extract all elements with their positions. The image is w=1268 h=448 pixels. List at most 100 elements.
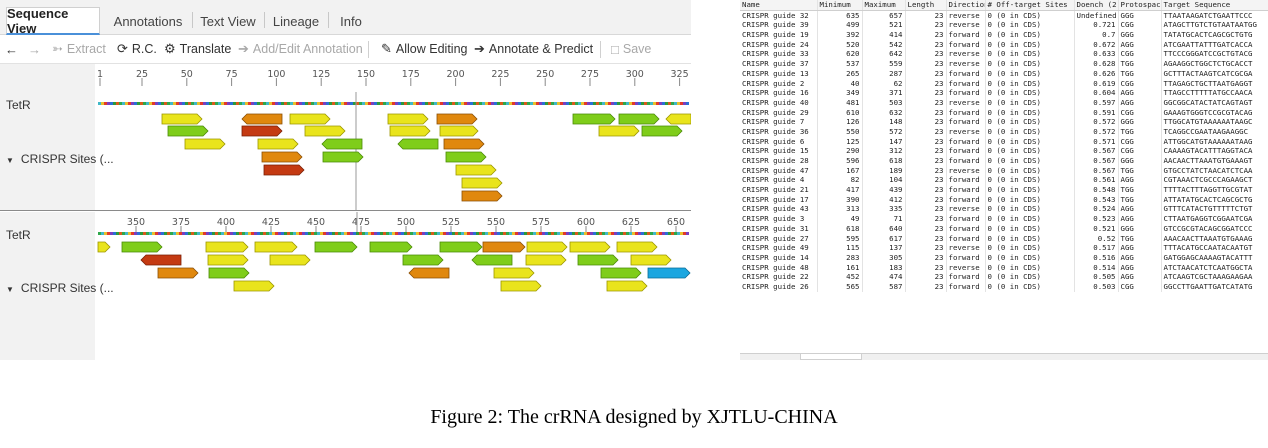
extract-button[interactable]: ➳ Extract — [52, 41, 106, 56]
crispr-site-annotation[interactable] — [647, 267, 691, 279]
crispr-site-annotation[interactable] — [569, 241, 611, 253]
crispr-site-annotation[interactable] — [321, 138, 363, 150]
crispr-site-annotation[interactable] — [387, 113, 429, 125]
crispr-site-annotation[interactable] — [140, 254, 182, 266]
crispr-site-annotation[interactable] — [167, 125, 209, 137]
tab-lineage[interactable]: Lineage — [272, 14, 320, 29]
table-row[interactable]: CRISPR guide 24 520 542 23 forward 0 (0 in CD… — [740, 39, 1268, 50]
column-header[interactable]: Protospacer — [1118, 0, 1162, 11]
crispr-site-annotation[interactable] — [525, 254, 567, 266]
column-header[interactable]: Doench (2( — [1074, 0, 1119, 11]
crispr-site-annotation[interactable] — [616, 241, 658, 253]
allow-editing-button[interactable]: ✎ Allow Editing — [381, 41, 468, 56]
column-header[interactable]: Target Sequence — [1161, 0, 1268, 11]
column-header[interactable]: Direction — [946, 0, 986, 11]
back-arrow-icon[interactable]: ← — [5, 41, 18, 57]
crispr-site-annotation[interactable] — [461, 190, 503, 202]
table-row[interactable]: CRISPR guide 2 40 62 23 forward 0 (0 in CDS) 0… — [740, 78, 1268, 89]
crispr-site-annotation[interactable] — [269, 254, 311, 266]
table-row[interactable]: CRISPR guide 27 595 617 23 forward 0 (0 in CD… — [740, 233, 1268, 244]
crispr-site-annotation[interactable] — [184, 138, 226, 150]
crispr-site-annotation[interactable] — [205, 241, 249, 253]
reverse-complement-button[interactable]: ⟳ R.C. — [117, 41, 157, 56]
tab-info[interactable]: Info — [340, 14, 362, 29]
crispr-site-annotation[interactable] — [600, 267, 642, 279]
crispr-site-annotation[interactable] — [289, 113, 331, 125]
table-row[interactable]: CRISPR guide 43 313 335 23 reverse 0 (0 in CD… — [740, 204, 1268, 215]
table-row[interactable]: CRISPR guide 28 596 618 23 forward 0 (0 in CD… — [740, 156, 1268, 166]
table-row[interactable]: CRISPR guide 13 265 287 23 forward 0 (0 in CD… — [740, 68, 1268, 79]
table-row[interactable]: CRISPR guide 15 290 312 23 forward 0 (0 in CD… — [740, 146, 1268, 156]
crispr-site-annotation[interactable] — [641, 125, 683, 137]
crispr-site-annotation[interactable] — [408, 267, 450, 279]
crispr-site-annotation[interactable] — [500, 280, 542, 292]
crispr-site-annotation[interactable] — [233, 280, 275, 292]
crispr-site-annotation[interactable] — [241, 125, 283, 137]
table-row[interactable]: CRISPR guide 31 618 640 23 forward 0 (0 in CD… — [740, 223, 1268, 234]
crispr-site-annotation[interactable] — [397, 138, 439, 150]
crispr-site-annotation[interactable] — [572, 113, 616, 125]
crispr-site-annotation[interactable] — [322, 151, 364, 163]
table-row[interactable]: CRISPR guide 22 452 474 23 forward 0 (0 in CD… — [740, 272, 1268, 282]
crispr-site-annotation[interactable] — [439, 241, 483, 253]
crispr-site-annotation[interactable] — [598, 125, 640, 137]
crispr-site-annotation[interactable] — [439, 125, 479, 137]
table-row[interactable]: CRISPR guide 4 82 104 23 forward 0 (0 in CDS)… — [740, 175, 1268, 186]
crispr-site-annotation[interactable] — [665, 113, 691, 125]
crispr-site-annotation[interactable] — [482, 241, 526, 253]
crispr-site-annotation[interactable] — [161, 113, 203, 125]
crispr-site-annotation[interactable] — [461, 177, 503, 189]
crispr-site-annotation[interactable] — [241, 113, 283, 125]
table-row[interactable]: CRISPR guide 19 392 414 23 forward 0 (0 in CD… — [740, 30, 1268, 40]
crispr-site-annotation[interactable] — [389, 125, 431, 137]
table-row[interactable]: CRISPR guide 37 537 559 23 reverse 0 (0 in CD… — [740, 59, 1268, 69]
column-header[interactable]: Length — [905, 0, 947, 11]
save-button[interactable]: □ Save — [611, 41, 652, 57]
crispr-site-annotation[interactable] — [526, 241, 568, 253]
crispr-site-annotation[interactable] — [208, 267, 250, 279]
crispr-site-annotation[interactable] — [261, 151, 303, 163]
table-row[interactable]: CRISPR guide 21 417 439 23 forward 0 (0 in CD… — [740, 185, 1268, 195]
table-row[interactable]: CRISPR guide 16 349 371 23 forward 0 (0 in CD… — [740, 88, 1268, 98]
table-row[interactable]: CRISPR guide 32 635 657 23 reverse 0 (0 in CD… — [740, 10, 1268, 21]
crispr-site-annotation[interactable] — [471, 254, 513, 266]
table-row[interactable]: CRISPR guide 49 115 137 23 reverse 0 (0 in CD… — [740, 243, 1268, 253]
table-row[interactable]: CRISPR guide 40 481 503 23 reverse 0 (0 in CD… — [740, 97, 1268, 108]
crispr-site-annotation[interactable] — [618, 113, 660, 125]
crispr-site-annotation[interactable] — [606, 280, 648, 292]
table-row[interactable]: CRISPR guide 3 49 71 23 forward 0 (0 in CDS) 0… — [740, 214, 1268, 224]
crispr-site-annotation[interactable] — [369, 241, 413, 253]
crispr-site-annotation[interactable] — [254, 241, 298, 253]
tab-sequence-view[interactable]: Sequence View — [6, 6, 100, 36]
table-row[interactable]: CRISPR guide 7 126 148 23 forward 0 (0 in CDS… — [740, 117, 1268, 127]
crispr-site-annotation[interactable] — [445, 151, 487, 163]
table-tab[interactable] — [800, 354, 862, 360]
crispr-site-annotation[interactable] — [314, 241, 358, 253]
table-row[interactable]: CRISPR guide 36 550 572 23 reverse 0 (0 in CD… — [740, 126, 1268, 137]
sequence-map[interactable]: 1 25 50 75 100 125 150 175 200 225 250 275 300 325350… — [0, 0, 691, 360]
column-header[interactable]: # Off-target Sites — [985, 0, 1075, 11]
table-row[interactable]: CRISPR guide 39 499 521 23 reverse 0 (0 in CD… — [740, 20, 1268, 31]
crispr-site-annotation[interactable] — [304, 125, 346, 137]
add-edit-annotation-button[interactable]: ➔ Add/Edit Annotation — [238, 41, 363, 56]
crispr-site-annotation[interactable] — [402, 254, 444, 266]
forward-arrow-icon[interactable]: → — [28, 41, 41, 57]
table-row[interactable]: CRISPR guide 17 390 412 23 forward 0 (0 in CD… — [740, 194, 1268, 205]
table-row[interactable]: CRISPR guide 6 125 147 23 forward 0 (0 in CDS… — [740, 136, 1268, 147]
crispr-site-annotation[interactable] — [263, 164, 305, 176]
translate-button[interactable]: ⚙ Translate — [164, 41, 232, 56]
crispr-site-annotation[interactable] — [157, 267, 199, 279]
crispr-site-annotation[interactable] — [257, 138, 299, 150]
crispr-site-annotation[interactable] — [436, 113, 478, 125]
table-row[interactable]: CRISPR guide 14 283 305 23 forward 0 (0 in CD… — [740, 252, 1268, 263]
column-header[interactable]: Maximum — [862, 0, 906, 11]
column-header[interactable]: Minimum — [817, 0, 863, 11]
crispr-site-annotation[interactable] — [207, 254, 249, 266]
tab-text-view[interactable]: Text View — [200, 14, 256, 29]
column-header[interactable]: Name — [740, 0, 818, 11]
crispr-site-annotation[interactable] — [493, 267, 535, 279]
crispr-site-annotation[interactable] — [97, 241, 111, 253]
crispr-sites-group-toggle[interactable]: ▼ CRISPR Sites (... — [6, 281, 114, 295]
table-row[interactable]: CRISPR guide 29 610 632 23 forward 0 (0 in CD… — [740, 107, 1268, 118]
table-row[interactable]: CRISPR guide 26 565 587 23 forward 0 (0 in CD… — [740, 281, 1268, 292]
